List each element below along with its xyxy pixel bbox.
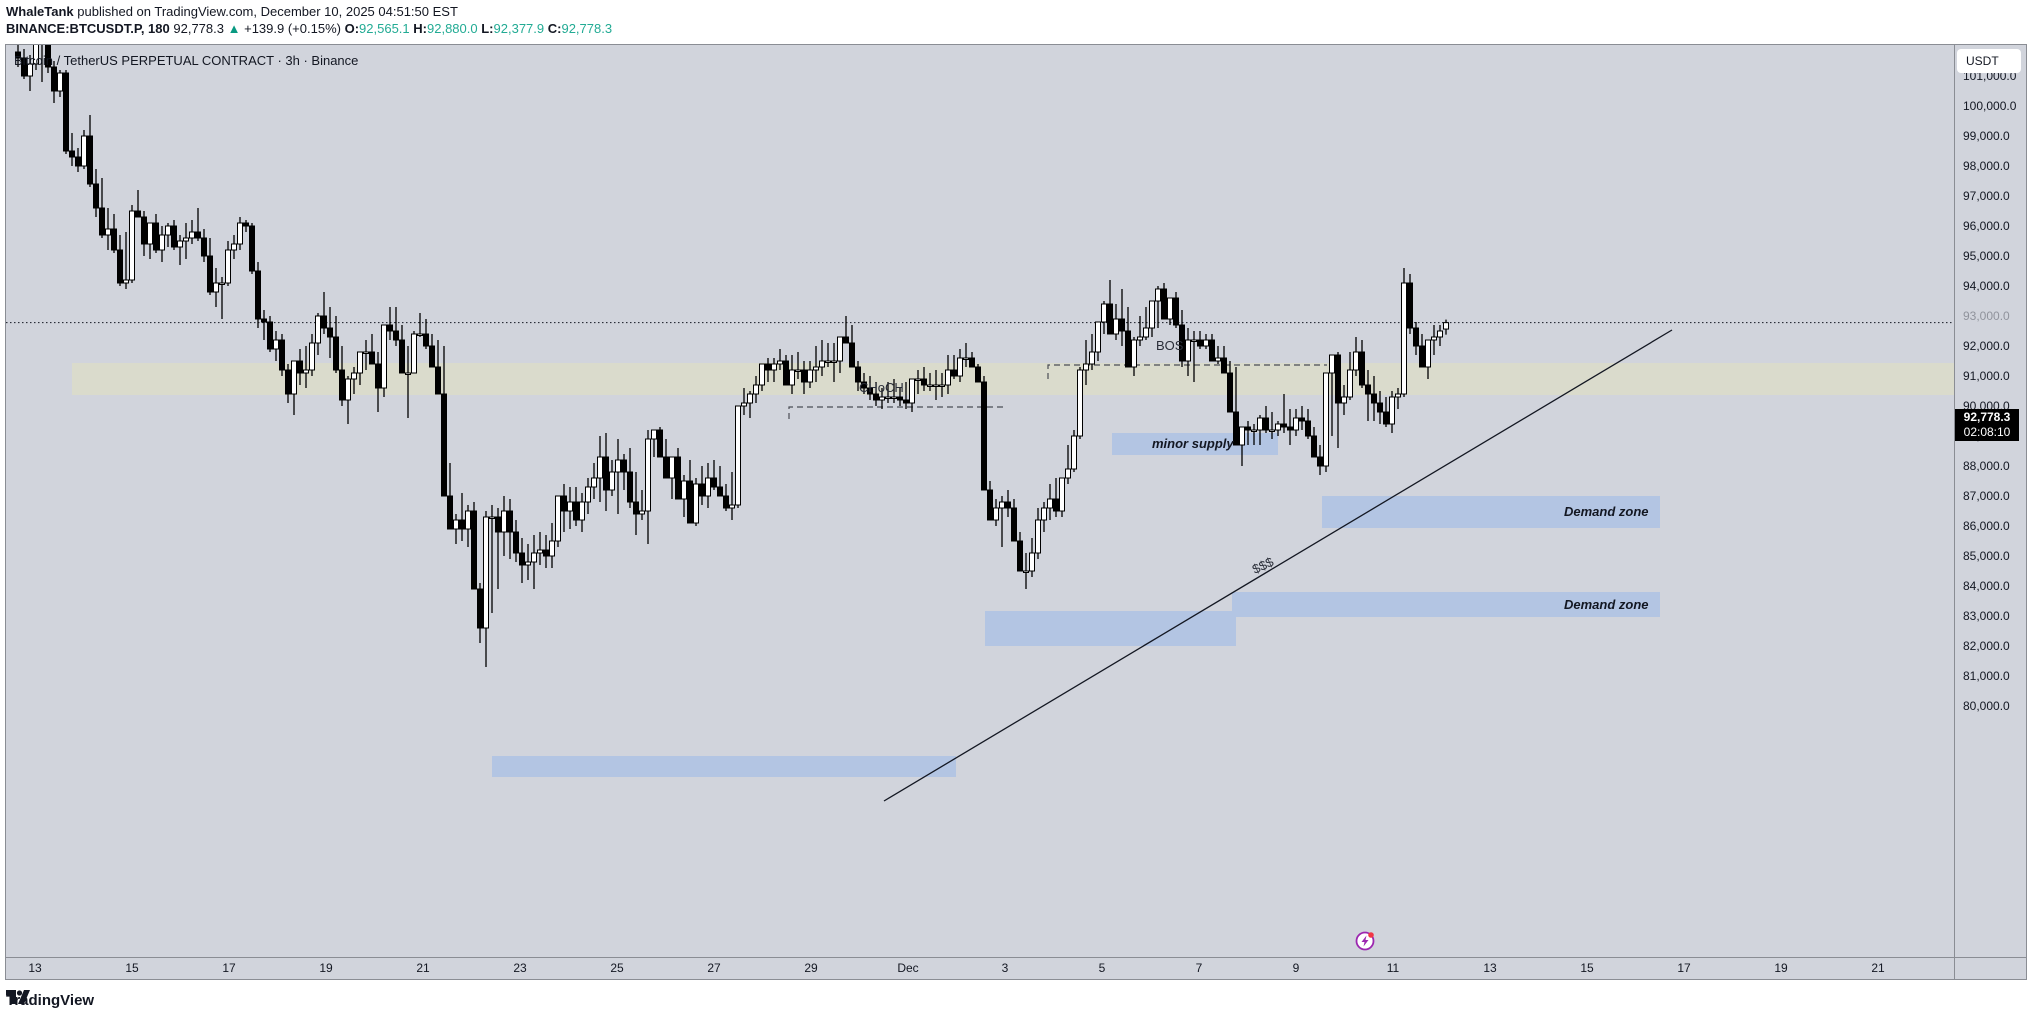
price-tick: 94,000.0: [1963, 279, 2010, 293]
time-tick: 25: [610, 961, 624, 975]
annotation-choch: CHoCH: [859, 380, 904, 395]
price-tick: 88,000.0: [1963, 459, 2010, 473]
demand-zone-upper-label: Demand zone: [1564, 504, 1649, 519]
up-arrow-icon: ▲: [227, 21, 241, 36]
price-tick: 87,000.0: [1963, 489, 2010, 503]
price-tick: 85,000.0: [1963, 549, 2010, 563]
last-price-badge: 92,778.3 02:08:10: [1955, 409, 2019, 441]
candlestick-chart[interactable]: [6, 45, 1954, 957]
demand-zone-mid: [985, 611, 1236, 646]
price-axis-divider: [1954, 45, 1955, 979]
annotation-bos: BOS: [1156, 338, 1184, 353]
bar-countdown: 02:08:10: [1963, 425, 2011, 439]
high-label: H:: [413, 21, 427, 36]
symbol: BINANCE:BTCUSDT.P, 180: [6, 21, 170, 36]
price-tick: 83,000.0: [1963, 609, 2010, 623]
tradingview-logo-icon: [6, 990, 30, 1004]
time-tick: 19: [1774, 961, 1788, 975]
open-value: 92,565.1: [359, 21, 410, 36]
demand-zone-lower: [1232, 592, 1660, 617]
time-tick: 17: [222, 961, 236, 975]
publish-text: published on TradingView.com, December 1…: [73, 4, 458, 19]
time-tick: 15: [1580, 961, 1594, 975]
time-tick: 21: [1871, 961, 1885, 975]
minor-supply-label: minor supply: [1152, 436, 1234, 451]
brand-name: TradingView: [6, 991, 95, 1009]
time-tick: 13: [1483, 961, 1497, 975]
price-tick: 80,000.0: [1963, 699, 2010, 713]
close-value: 92,778.3: [561, 21, 613, 36]
price-tick: 84,000.0: [1963, 579, 2010, 593]
time-tick: 15: [125, 961, 139, 975]
price-tick: 97,000.0: [1963, 189, 2010, 203]
author[interactable]: WhaleTank: [6, 4, 74, 19]
demand-zone-upper: [1322, 496, 1660, 528]
time-tick: 29: [804, 961, 818, 975]
publish-info: WhaleTank published on TradingView.com, …: [6, 4, 458, 20]
price-tick: 98,000.0: [1963, 159, 2010, 173]
low-value: 92,377.9: [493, 21, 545, 36]
price-tick: 86,000.0: [1963, 519, 2010, 533]
last-price-value: 92,778.3: [1963, 410, 2011, 424]
time-tick: 11: [1386, 961, 1400, 975]
price-tick: 91,000.0: [1963, 369, 2010, 383]
price-tick: 100,000.0: [1963, 99, 2017, 113]
price-tick: 99,000.0: [1963, 129, 2010, 143]
time-tick: 27: [707, 961, 721, 975]
currency-button[interactable]: USDT: [1957, 49, 2021, 73]
choch-line: [788, 406, 1004, 419]
price-tick: 96,000.0: [1963, 219, 2010, 233]
demand-zone-lower-label: Demand zone: [1564, 596, 1649, 612]
time-tick: 17: [1677, 961, 1691, 975]
lightning-alert-icon[interactable]: [1354, 930, 1376, 952]
low-label: L:: [481, 21, 494, 36]
last-price: 92,778.3: [173, 21, 224, 36]
time-tick: 23: [513, 961, 527, 975]
time-tick: Dec: [897, 961, 919, 975]
time-tick: 3: [1001, 961, 1009, 975]
candles: [15, 45, 1449, 667]
trendline: [883, 329, 1673, 802]
price-tick: 92,000.0: [1963, 339, 2010, 353]
chart-title: Bitcoin / TetherUS PERPETUAL CONTRACT · …: [14, 53, 359, 68]
tradingview-logo[interactable]: TradingView: [6, 990, 94, 1010]
close-label: C:: [547, 21, 562, 36]
price-tick: 93,000.0: [1963, 309, 2010, 323]
open-label: O:: [344, 21, 360, 36]
high-value: 92,880.0: [427, 21, 478, 36]
bos-line: [1047, 364, 1327, 379]
price-axis[interactable]: 101,000.0 100,000.0 99,000.0 98,000.0 97,000…: [1955, 45, 2026, 957]
time-tick: 9: [1292, 961, 1300, 975]
time-tick: 21: [416, 961, 430, 975]
ohlc-legend: BINANCE:BTCUSDT.P, 180 92,778.3 ▲ +139.9…: [6, 21, 612, 37]
price-tick: 95,000.0: [1963, 249, 2010, 263]
price-tick: 81,000.0: [1963, 669, 2010, 683]
price-tick: 82,000.0: [1963, 639, 2010, 653]
chart-plot-area[interactable]: [6, 45, 1954, 957]
time-axis-divider: [6, 957, 2026, 958]
time-tick: 19: [319, 961, 333, 975]
time-tick: 13: [28, 961, 42, 975]
time-axis[interactable]: 13 15 17 19 21 23 25 27 29 Dec 3 5 7 9 11 13 15 17 19 21: [6, 958, 1954, 979]
time-tick: 7: [1195, 961, 1203, 975]
time-tick: 5: [1098, 961, 1106, 975]
price-change: +139.9 (+0.15%): [244, 21, 341, 36]
demand-zone-base: [492, 756, 956, 777]
